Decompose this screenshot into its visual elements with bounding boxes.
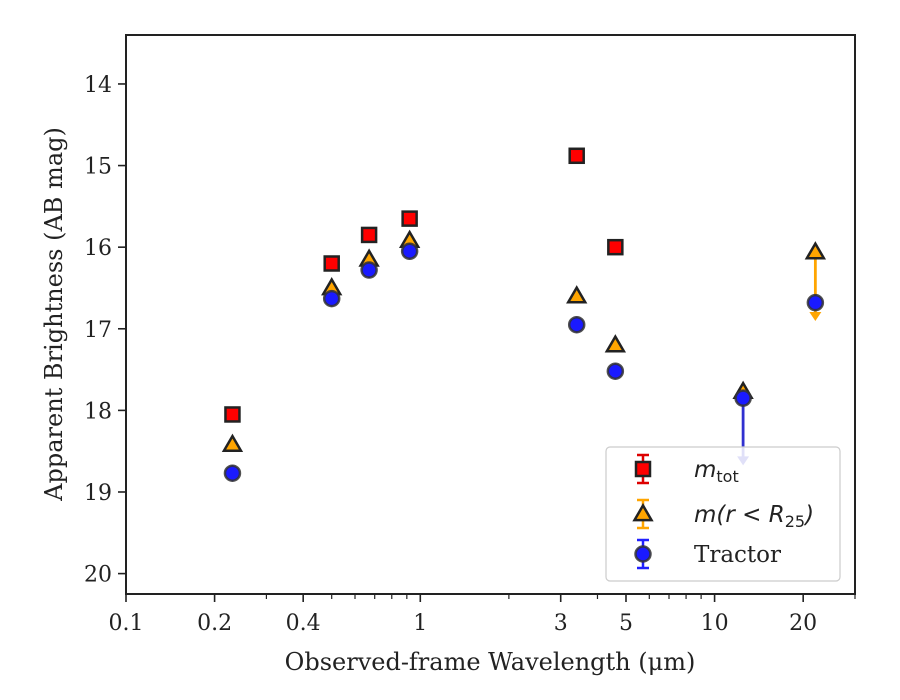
legend-marker [632, 503, 654, 522]
y-tick-label: 19 [84, 481, 112, 506]
data-point [360, 261, 378, 279]
data-point [607, 238, 624, 256]
y-tick-label: 18 [84, 399, 112, 424]
y-tick-label: 14 [84, 73, 112, 98]
legend: mtot m(r < R25) Tractor [605, 446, 841, 582]
data-point [567, 315, 586, 334]
x-axis-label: Observed-frame Wavelength (μm) [285, 648, 696, 676]
x-tick-label: 0.1 [109, 611, 144, 636]
legend-label-mtot: mtot [694, 457, 739, 486]
data-point [568, 147, 585, 165]
x-tick-label: 0.2 [197, 611, 232, 636]
series-layer [221, 147, 827, 482]
y-tick-label: 20 [84, 563, 112, 588]
data-point [223, 464, 242, 482]
data-point [606, 362, 625, 380]
legend-marker [634, 460, 652, 478]
legend-marker-tractor [634, 538, 652, 570]
y-tick-label: 15 [84, 155, 112, 180]
legend-marker-m-r25 [632, 498, 654, 530]
y-tick-label: 17 [84, 318, 112, 343]
plot-frame [125, 34, 856, 595]
data-point [224, 406, 241, 423]
data-point [323, 255, 340, 272]
data-point [400, 242, 419, 261]
x-tick-label: 5 [619, 611, 633, 636]
legend-label-tractor: Tractor [694, 542, 781, 568]
series-mtot [224, 147, 624, 423]
series-tractor [223, 242, 825, 482]
x-tick-label: 3 [554, 611, 568, 636]
data-point [806, 293, 825, 312]
y-axis-label: Apparent Brightness (AB mag) [40, 127, 68, 502]
x-tick-label: 0.4 [286, 611, 321, 636]
upper-limit-arrow-head [809, 311, 822, 321]
legend-marker-mtot [634, 453, 652, 485]
data-point [604, 334, 627, 353]
data-point [322, 289, 341, 308]
data-point [221, 433, 244, 453]
x-tick-label: 10 [701, 611, 729, 636]
data-point [734, 389, 752, 407]
x-tick-label: 20 [789, 611, 817, 636]
legend-marker [634, 545, 652, 563]
data-point [566, 285, 588, 304]
legend-label-m-r25: m(r < R25) [694, 502, 814, 531]
x-tick-label: 1 [413, 611, 427, 636]
axis-ticks: 0.1 0.2 0.4 1 3 5 10 20 14 15 16 17 18 19 20 [84, 73, 856, 636]
legend-frame [605, 446, 841, 582]
data-point [360, 226, 378, 244]
y-tick-label: 16 [84, 236, 112, 261]
data-point [401, 210, 418, 227]
data-point [804, 241, 827, 260]
